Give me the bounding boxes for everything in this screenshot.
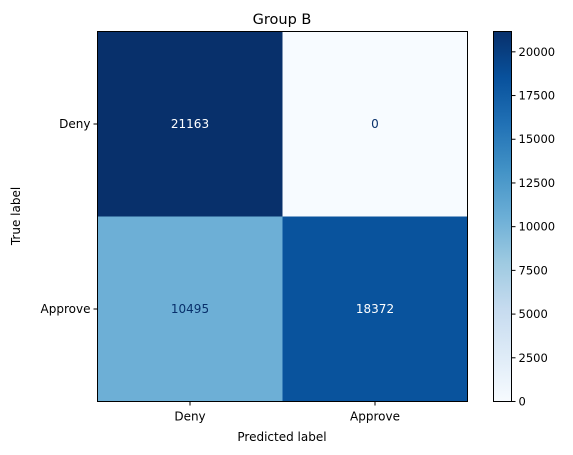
colorbar-tick-label: 10000 <box>519 220 556 234</box>
matrix-cell <box>282 31 468 217</box>
colorbar-tick-label: 2500 <box>519 351 548 365</box>
matrix-cell-value: 21163 <box>171 117 209 131</box>
x-axis-label: Predicted label <box>237 430 326 444</box>
colorbar-tick-label: 7500 <box>519 263 548 277</box>
colorbar-tick-label: 0 <box>519 395 526 409</box>
colorbar-tick-label: 15000 <box>519 132 556 146</box>
matrix-cell-value: 18372 <box>356 302 394 316</box>
colorbar-ticks: 0 2500 5000 7500 10000 12500 15000 17500 20000 <box>511 45 556 409</box>
colorbar-tick-label: 17500 <box>519 89 556 103</box>
matrix-cell-labels: 21163 0 10495 18372 <box>171 117 394 316</box>
y-axis-label: True label <box>9 187 23 246</box>
matrix-cells <box>97 31 468 402</box>
colorbar-tick-label: 20000 <box>519 45 556 59</box>
colorbar-tick-label: 5000 <box>519 307 548 321</box>
y-axis-ticks: Deny Approve <box>41 117 98 316</box>
colorbar <box>493 31 512 402</box>
matrix-frame <box>97 31 468 402</box>
matrix-cell <box>282 216 468 402</box>
x-tick-label: Deny <box>174 410 205 424</box>
matrix-cell <box>97 31 283 217</box>
matrix-cell-value: 10495 <box>171 302 209 316</box>
x-axis-ticks: Deny Approve <box>174 401 400 424</box>
colorbar-tick-label: 12500 <box>519 176 556 190</box>
chart-title: Group B <box>253 12 312 28</box>
y-tick-label: Deny <box>59 117 90 131</box>
x-tick-label: Approve <box>350 410 400 424</box>
y-tick-label: Approve <box>41 302 91 316</box>
matrix-cell-value: 0 <box>371 117 379 131</box>
matrix-cell <box>97 216 283 402</box>
